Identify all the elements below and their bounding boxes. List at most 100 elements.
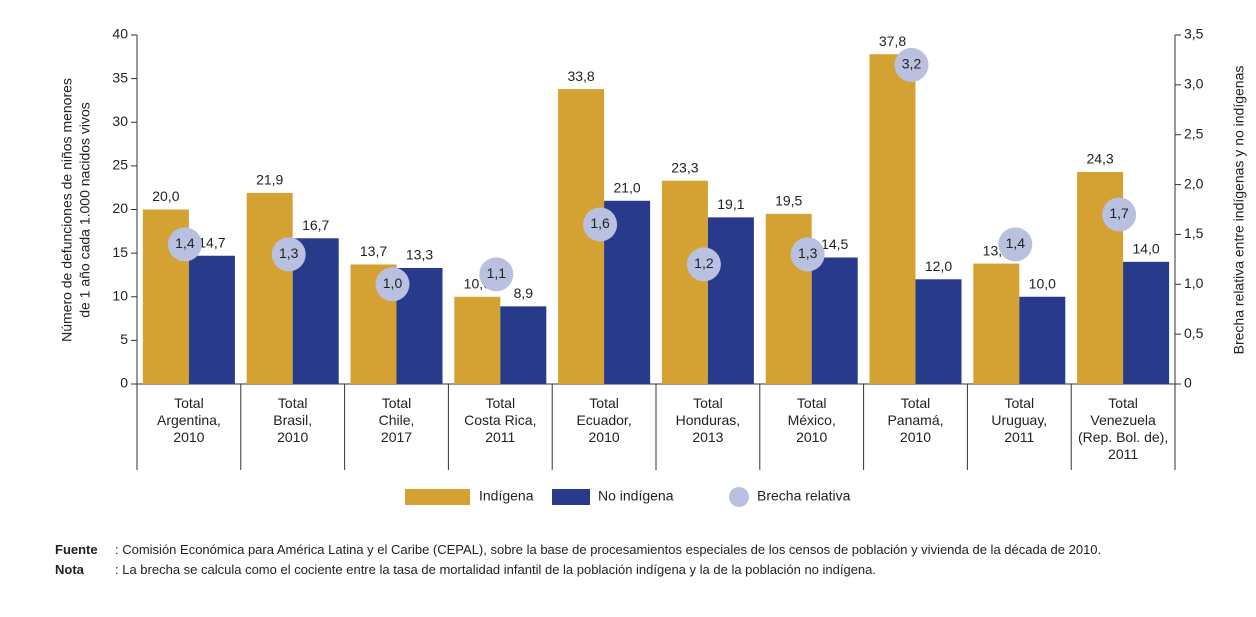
bar <box>811 257 858 384</box>
bar <box>246 192 293 384</box>
legend-label: Brecha relativa <box>757 488 851 504</box>
value-label: 19,5 <box>775 193 802 209</box>
value-label: 14,7 <box>198 234 225 250</box>
bar <box>1019 296 1066 384</box>
value-label: 12,0 <box>925 258 952 274</box>
x-tick-line: Brasil, <box>273 412 312 428</box>
x-tick-line: México, <box>788 412 836 428</box>
bar <box>707 217 754 384</box>
bar <box>1123 261 1170 384</box>
x-tick-label: Total Honduras, 2013 <box>676 395 741 445</box>
x-tick-line: Costa Rica, <box>464 412 536 428</box>
y-tick-label: 15 <box>112 244 128 260</box>
value-label: 1,3 <box>798 245 818 261</box>
y-tick-label: 20 <box>112 200 128 216</box>
x-tick-label: Total Uruguay, 2011 <box>991 395 1047 445</box>
marker <box>271 237 306 272</box>
notes: Fuente : Comisión Económica para América … <box>55 540 1245 580</box>
bar <box>188 255 235 384</box>
bar <box>500 306 547 384</box>
x-tick-line: Ecuador, <box>576 412 631 428</box>
x-tick-label: Total Panamá, 2010 <box>887 395 943 445</box>
value-label: 1,2 <box>694 255 714 271</box>
value-label: 24,3 <box>1086 151 1113 167</box>
note-key: Fuente <box>55 542 98 557</box>
y-tick-label: 0 <box>120 375 128 391</box>
x-tick-line: Total <box>693 395 723 411</box>
bar <box>869 54 916 384</box>
value-label: 21,9 <box>256 172 283 188</box>
value-label: 14,5 <box>821 236 848 252</box>
value-label: 16,7 <box>302 217 329 233</box>
value-label: 1,6 <box>590 215 610 231</box>
x-tick-line: Honduras, <box>676 412 741 428</box>
x-tick-line: 2010 <box>796 429 827 445</box>
marker <box>479 257 514 292</box>
y-axis-title: de 1 año cada 1.000 nacidos vivos <box>77 102 93 318</box>
x-tick-line: (Rep. Bol. de), <box>1078 429 1168 445</box>
legend-swatch <box>729 487 749 507</box>
marker <box>375 267 410 302</box>
x-tick-line: 2017 <box>381 429 412 445</box>
value-label: 1,4 <box>175 235 195 251</box>
y-tick-label: 40 <box>112 26 128 42</box>
note-row: Nota : La brecha se calcula como el cocie… <box>55 560 1245 580</box>
value-label: 37,8 <box>879 33 906 49</box>
x-tick-label: Total México, 2010 <box>788 395 836 445</box>
x-tick-line: Total <box>1005 395 1035 411</box>
value-label: 10,0 <box>1029 275 1056 291</box>
y2-tick-label: 0,5 <box>1184 325 1204 341</box>
x-tick-line: Argentina, <box>157 412 221 428</box>
y2-tick-label: 1,5 <box>1184 225 1204 241</box>
y2-axis-title: Brecha relativa entre indígenas y no ind… <box>1231 66 1247 355</box>
y-tick-label: 30 <box>112 113 128 129</box>
x-tick-line: Total <box>797 395 827 411</box>
marker <box>1102 197 1137 232</box>
value-label: 8,9 <box>514 285 534 301</box>
note-row: Fuente : Comisión Económica para América … <box>55 540 1245 560</box>
bar <box>661 180 708 384</box>
x-tick-label: Total Ecuador, 2010 <box>576 395 631 445</box>
x-tick-label: Total Venezuela (Rep. Bol. de), 2011 <box>1078 395 1168 462</box>
y-tick-label: 10 <box>112 287 128 303</box>
x-tick-line: 2010 <box>900 429 931 445</box>
value-label: 3,2 <box>902 56 922 72</box>
x-tick-line: Total <box>901 395 931 411</box>
value-label: 14,0 <box>1132 241 1159 257</box>
legend-label: No indígena <box>598 488 674 504</box>
x-tick-label: Total Chile, 2017 <box>379 395 415 445</box>
y-axis-title: Número de defunciones de niños menores <box>59 78 75 342</box>
y2-tick-label: 3,5 <box>1184 26 1204 42</box>
x-tick-line: 2013 <box>692 429 723 445</box>
value-label: 1,1 <box>487 265 507 281</box>
bar <box>915 279 962 384</box>
legend-label: Indígena <box>479 488 534 504</box>
x-tick-line: 2010 <box>173 429 204 445</box>
x-tick-line: 2010 <box>589 429 620 445</box>
marker <box>998 227 1033 262</box>
x-tick-label: Total Brasil, 2010 <box>273 395 312 445</box>
y2-tick-label: 2,5 <box>1184 125 1204 141</box>
legend-swatch <box>552 489 590 505</box>
x-tick-line: 2011 <box>485 429 515 445</box>
x-tick-line: Panamá, <box>887 412 943 428</box>
x-tick-label: Total Argentina, 2010 <box>157 395 221 445</box>
y2-tick-label: 2,0 <box>1184 175 1204 191</box>
y-tick-label: 25 <box>112 157 128 173</box>
x-tick-line: Total <box>278 395 308 411</box>
x-tick-line: Chile, <box>379 412 415 428</box>
x-tick-line: 2011 <box>1004 429 1034 445</box>
note-key: Nota <box>55 562 84 577</box>
note-text: : La brecha se calcula como el cociente … <box>115 562 877 577</box>
x-tick-line: Total <box>1108 395 1138 411</box>
value-label: 33,8 <box>567 68 594 84</box>
value-label: 19,1 <box>717 196 744 212</box>
value-label: 13,7 <box>360 243 387 259</box>
x-tick-line: Total <box>382 395 412 411</box>
note-text: : Comisión Económica para América Latina… <box>115 542 1102 557</box>
value-label: 21,0 <box>613 179 640 195</box>
x-tick-line: 2010 <box>277 429 308 445</box>
value-label: 23,3 <box>671 159 698 175</box>
marker <box>686 247 721 282</box>
